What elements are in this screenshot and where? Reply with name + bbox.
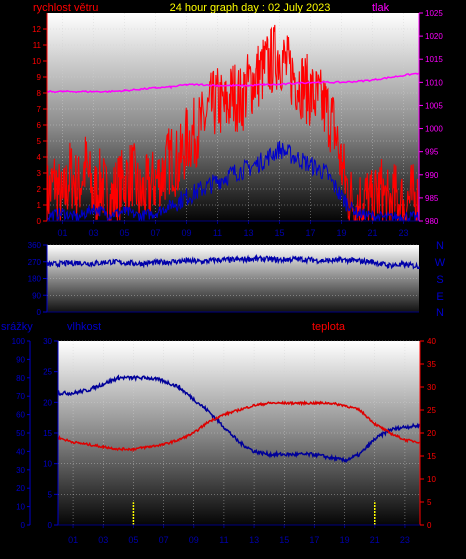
y-tick-label: 270 — [28, 258, 42, 267]
direction-label: W — [435, 257, 446, 269]
x-tick-label: 21 — [370, 535, 380, 545]
y2-tick-label: 995 — [425, 148, 439, 157]
temperature-axis-label: teplota — [312, 321, 346, 333]
wind-speed-label: rychlost větru — [33, 2, 98, 14]
temperature-tick-label: 5 — [427, 498, 432, 507]
x-tick-label: 15 — [279, 535, 289, 545]
temperature-tick-label: 25 — [427, 406, 436, 415]
x-tick-label: 21 — [367, 228, 377, 238]
x-tick-label: 19 — [336, 228, 346, 238]
rain-tick-label: 50 — [16, 429, 25, 438]
series-wind-average — [46, 141, 420, 223]
direction-label: N — [436, 307, 444, 319]
x-tick-label: 13 — [249, 535, 259, 545]
humidity-tick-label: 20 — [43, 398, 52, 407]
x-tick-label: 13 — [243, 228, 253, 238]
x-tick-label: 23 — [400, 535, 410, 545]
x-tick-label: 17 — [309, 535, 319, 545]
y-tick-label: 6 — [37, 121, 42, 130]
rain-tick-label: 20 — [16, 484, 25, 493]
y-tick-label: 180 — [28, 275, 42, 284]
y-tick-label: 5 — [37, 137, 42, 146]
temperature-tick-label: 20 — [427, 429, 436, 438]
humidity-tick-label: 0 — [48, 521, 53, 530]
y-tick-label: 2 — [37, 185, 42, 194]
series-pressure — [46, 72, 420, 94]
x-tick-label: 15 — [274, 228, 284, 238]
x-tick-label: 09 — [181, 228, 191, 238]
x-tick-label: 05 — [128, 535, 138, 545]
y2-tick-label: 1010 — [425, 78, 443, 87]
temperature-tick-label: 30 — [427, 383, 436, 392]
y2-tick-label: 1025 — [425, 9, 443, 18]
rain-tick-label: 70 — [16, 392, 25, 401]
x-tick-label: 03 — [88, 228, 98, 238]
y2-tick-label: 1015 — [425, 55, 443, 64]
y-tick-label: 9 — [37, 73, 42, 82]
rain-tick-label: 80 — [16, 374, 25, 383]
x-tick-label: 07 — [159, 535, 169, 545]
rain-tick-label: 30 — [16, 466, 25, 475]
humidity-tick-label: 30 — [43, 337, 52, 346]
y-tick-label: 1 — [37, 201, 42, 210]
rain-tick-label: 60 — [16, 411, 25, 420]
y2-tick-label: 1020 — [425, 32, 443, 41]
y-tick-label: 11 — [33, 41, 42, 50]
rain-tick-label: 90 — [16, 355, 25, 364]
x-tick-label: 09 — [189, 535, 199, 545]
humidity-tick-label: 25 — [43, 368, 52, 377]
panel-wind-pressure — [47, 13, 419, 221]
x-tick-label: 19 — [340, 535, 350, 545]
y-tick-label: 360 — [28, 241, 42, 250]
rain-tick-label: 0 — [21, 521, 26, 530]
x-tick-label: 01 — [68, 535, 78, 545]
temperature-tick-label: 15 — [427, 452, 436, 461]
y-tick-label: 8 — [37, 89, 42, 98]
direction-label: N — [436, 240, 444, 252]
y2-tick-label: 1005 — [425, 101, 443, 110]
rain-tick-label: 40 — [16, 447, 25, 456]
humidity-tick-label: 15 — [43, 429, 52, 438]
x-tick-label: 03 — [98, 535, 108, 545]
y-tick-label: 7 — [37, 105, 42, 114]
y-tick-label: 10 — [32, 57, 41, 66]
y2-tick-label: 1000 — [425, 125, 443, 134]
y2-tick-label: 985 — [425, 194, 439, 203]
x-tick-label: 07 — [150, 228, 160, 238]
humidity-tick-label: 5 — [48, 490, 53, 499]
x-tick-label: 01 — [57, 228, 67, 238]
temperature-tick-label: 40 — [427, 337, 436, 346]
rain-axis-label: srážky — [1, 321, 33, 333]
y-tick-label: 0 — [37, 217, 42, 226]
rain-tick-label: 100 — [12, 337, 26, 346]
x-tick-label: 05 — [119, 228, 129, 238]
x-tick-label: 11 — [219, 535, 228, 545]
x-tick-label: 11 — [213, 228, 222, 238]
y-tick-label: 0 — [37, 308, 42, 317]
temperature-tick-label: 0 — [427, 521, 432, 530]
rain-tick-label: 10 — [16, 503, 25, 512]
y2-tick-label: 980 — [425, 217, 439, 226]
series-wind-direction — [46, 253, 420, 270]
y-tick-label: 12 — [32, 25, 41, 34]
y-tick-label: 4 — [37, 153, 42, 162]
y-tick-label: 90 — [32, 291, 41, 300]
y-tick-label: 3 — [37, 169, 42, 178]
direction-label: S — [436, 274, 443, 286]
x-tick-label: 23 — [398, 228, 408, 238]
temperature-tick-label: 35 — [427, 360, 436, 369]
series-humidity — [57, 374, 421, 464]
chart-title: 24 hour graph day : 02 July 2023 — [170, 2, 331, 14]
y2-tick-label: 990 — [425, 171, 439, 180]
pressure-label: tlak — [372, 2, 390, 14]
direction-label: E — [436, 291, 443, 303]
humidity-axis-label: vlhkost — [67, 321, 101, 333]
x-tick-label: 17 — [305, 228, 315, 238]
temperature-tick-label: 10 — [427, 475, 436, 484]
series-temperature — [57, 399, 421, 453]
humidity-tick-label: 10 — [43, 460, 52, 469]
